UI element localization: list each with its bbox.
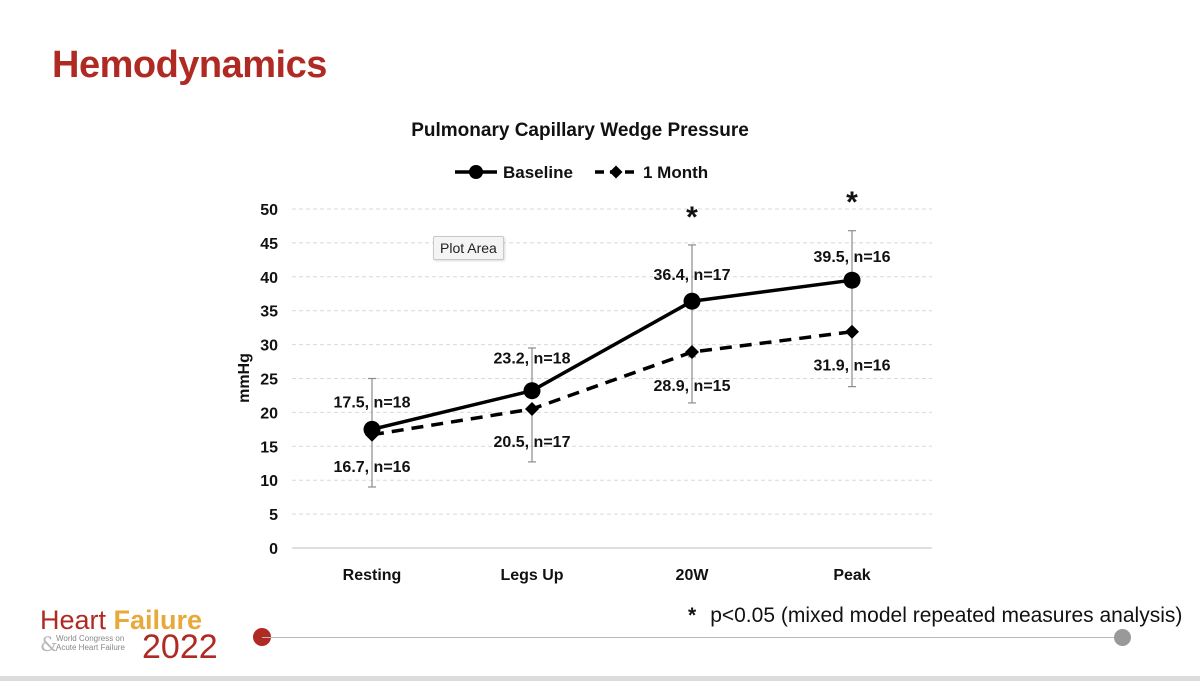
- slide-title: Hemodynamics: [52, 44, 327, 86]
- y-tick-label: 50: [260, 202, 278, 219]
- logo-word-heart: Heart: [40, 605, 107, 635]
- y-tick-label: 35: [260, 304, 278, 321]
- legend-diamond-marker: [609, 165, 623, 179]
- y-tick-label: 15: [260, 439, 278, 456]
- series-lines: [371, 278, 853, 437]
- window-bottom-bar: [0, 676, 1200, 681]
- x-tick-label: Resting: [343, 567, 402, 584]
- data-labels: 17.5, n=18 23.2, n=18 36.4, n=17 39.5, n=16…: [334, 249, 891, 476]
- x-tick-label: Legs Up: [500, 567, 563, 584]
- heart-failure-2022-logo: Heart Failure & World Congress on Acute …: [40, 606, 218, 664]
- y-axis-label: mmHg: [236, 353, 253, 403]
- 1-month-point: [365, 427, 379, 442]
- footnote-asterisk: *: [688, 604, 697, 627]
- error-bars: [368, 230, 856, 488]
- baseline-point: [683, 292, 701, 310]
- baseline-data-label: 36.4, n=17: [654, 267, 731, 284]
- logo-title: Heart Failure: [40, 606, 202, 634]
- legend-circle-marker: [469, 165, 483, 179]
- logo-subtitle-line1: World Congress on: [56, 634, 125, 643]
- x-tick-label: 20W: [676, 567, 710, 584]
- y-tick-label: 30: [260, 338, 278, 355]
- 1-month-point: [525, 402, 539, 417]
- 1-month-data-label: 20.5, n=17: [494, 434, 571, 451]
- significance-markers: * *: [686, 186, 858, 234]
- logo-word-failure: Failure: [113, 605, 203, 635]
- x-tick-label: Peak: [833, 567, 870, 584]
- baseline-data-label: 23.2, n=18: [494, 351, 571, 368]
- 1-month-point: [845, 324, 859, 339]
- baseline-point: [523, 382, 541, 400]
- logo-subtitle: World Congress on Acute Heart Failure: [56, 634, 166, 652]
- 1-month-point: [685, 345, 699, 360]
- y-tick-label: 40: [260, 270, 278, 287]
- 1-month-data-label: 31.9, n=16: [814, 358, 891, 375]
- legend: Baseline 1 Month: [455, 163, 708, 182]
- footnote-text: p<0.05 (mixed model repeated measures an…: [710, 604, 1183, 627]
- series-line-baseline: [371, 278, 853, 432]
- y-tick-label: 5: [269, 507, 278, 524]
- y-axis: 0 5 10 15 20 25 30 35 40 45 50: [260, 202, 278, 558]
- y-tick-label: 25: [260, 372, 278, 389]
- y-tick-label: 45: [260, 236, 278, 253]
- significance-asterisk: *: [846, 186, 858, 219]
- 1-month-data-label: 28.9, n=15: [654, 378, 731, 395]
- progress-dot-end: [1114, 629, 1131, 646]
- x-axis: Resting Legs Up 20W Peak: [292, 547, 932, 584]
- plot-area-tooltip: Plot Area: [433, 236, 504, 260]
- y-tick-label: 20: [260, 405, 278, 422]
- footnote: * p<0.05 (mixed model repeated measures a…: [688, 604, 1182, 628]
- progress-line: [262, 637, 1122, 638]
- 1-month-data-label: 16.7, n=16: [334, 459, 411, 476]
- logo-subtitle-line2: Acute Heart Failure: [56, 643, 125, 652]
- legend-label: 1 Month: [643, 163, 708, 182]
- gridlines: [292, 208, 932, 515]
- significance-asterisk: *: [686, 201, 698, 234]
- legend-label: Baseline: [503, 163, 573, 182]
- logo-year: 2022: [142, 628, 218, 666]
- baseline-data-label: 17.5, n=18: [334, 394, 411, 411]
- logo-ampersand-icon: &: [40, 632, 58, 656]
- y-tick-label: 10: [260, 473, 278, 490]
- baseline-point: [843, 271, 861, 289]
- series-line-1-month: [371, 329, 853, 437]
- chart-title: Pulmonary Capillary Wedge Pressure: [411, 120, 749, 141]
- series-markers: [363, 271, 861, 442]
- baseline-data-label: 39.5, n=16: [814, 249, 891, 266]
- y-tick-label: 0: [269, 541, 278, 558]
